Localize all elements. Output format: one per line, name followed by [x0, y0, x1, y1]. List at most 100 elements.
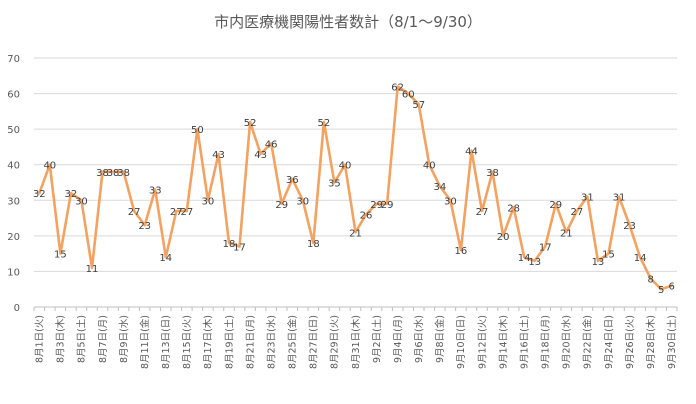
- data-label: 23: [138, 221, 151, 232]
- data-label: 46: [265, 139, 278, 150]
- data-label: 13: [528, 257, 541, 268]
- data-label: 11: [86, 264, 99, 275]
- data-label: 18: [223, 239, 236, 250]
- data-label: 17: [233, 243, 246, 254]
- data-label: 13: [592, 257, 605, 268]
- x-tick-label: 8月9日(水): [118, 315, 130, 363]
- y-tick-label: 30: [7, 196, 20, 207]
- data-label: 52: [318, 118, 331, 129]
- data-label: 33: [149, 186, 162, 197]
- data-label: 21: [560, 228, 573, 239]
- data-label: 52: [244, 118, 257, 129]
- y-tick-label: 50: [7, 125, 20, 136]
- data-label: 38: [107, 168, 120, 179]
- x-tick-label: 8月29日(火): [330, 315, 341, 369]
- x-tick-label: 8月13日(日): [161, 315, 172, 369]
- x-tick-label: 8月31日(木): [350, 315, 362, 369]
- data-label: 17: [539, 243, 552, 254]
- x-tick-label: 9月28日(木): [645, 315, 657, 369]
- x-tick-label: 8月23日(水): [265, 315, 277, 369]
- y-axis-ticks: 0 10 20 30 40 50 60 70: [7, 54, 20, 314]
- data-label: 16: [455, 246, 468, 257]
- x-tick-label: 9月22日(金): [582, 315, 594, 369]
- x-tick-label: 8月11日(金): [139, 315, 151, 369]
- data-label: 43: [254, 150, 267, 161]
- y-tick-label: 20: [7, 232, 20, 243]
- x-tick-label: 8月3日(木): [55, 315, 67, 363]
- x-tick-label: 8月19日(土): [223, 315, 235, 369]
- x-tick-label: 9月2日(土): [371, 315, 383, 363]
- x-tick-label: 8月5日(土): [76, 315, 88, 363]
- x-tick-label: 8月27日(日): [309, 315, 320, 369]
- x-tick-label: 8月17日(木): [202, 315, 214, 369]
- data-label: 50: [191, 125, 204, 136]
- data-label: 31: [613, 193, 626, 204]
- data-label: 27: [570, 207, 583, 218]
- series-line: [37, 85, 674, 291]
- x-tick-label: 9月12日(火): [477, 315, 488, 369]
- data-label: 36: [286, 175, 299, 186]
- x-tick-label: 9月30日(土): [666, 315, 678, 369]
- x-tick-label: 9月26日(火): [625, 315, 636, 369]
- data-label: 40: [43, 161, 56, 172]
- data-labels: 3240153230113838382723331427275030431817…: [33, 82, 675, 296]
- data-label: 21: [349, 228, 362, 239]
- x-tick-label: 9月4日(月): [393, 315, 404, 363]
- x-tick-label: 9月16日(土): [518, 315, 530, 369]
- data-label: 28: [507, 203, 520, 214]
- data-label: 57: [412, 100, 425, 111]
- data-label: 26: [360, 211, 373, 222]
- data-label: 35: [328, 179, 341, 190]
- data-label: 38: [96, 168, 109, 179]
- data-label: 30: [75, 196, 88, 207]
- data-label: 27: [476, 207, 489, 218]
- data-label: 60: [402, 90, 415, 101]
- data-label: 31: [581, 193, 594, 204]
- y-tick-label: 0: [14, 303, 20, 314]
- x-tick-label: 9月10日(日): [456, 315, 467, 369]
- data-label: 43: [212, 150, 225, 161]
- x-tick-label: 8月1日(火): [35, 315, 46, 363]
- data-label: 14: [518, 253, 531, 264]
- data-label: 18: [307, 239, 320, 250]
- data-label: 5: [658, 285, 664, 296]
- x-tick-label: 9月20日(水): [561, 315, 573, 369]
- data-label: 32: [33, 189, 46, 200]
- x-tick-label: 9月8日(金): [434, 315, 446, 363]
- y-tick-label: 60: [7, 90, 20, 101]
- data-label: 23: [623, 221, 636, 232]
- data-label: 34: [433, 182, 446, 193]
- data-label: 29: [275, 200, 288, 211]
- data-label: 8: [647, 275, 653, 286]
- x-tick-label: 8月25日(金): [287, 315, 299, 369]
- data-label: 29: [370, 200, 383, 211]
- data-label: 40: [423, 161, 436, 172]
- data-label: 20: [497, 232, 510, 243]
- data-label: 38: [117, 168, 130, 179]
- data-label: 14: [159, 253, 172, 264]
- x-tick-label: 9月14日(木): [497, 315, 509, 369]
- data-label: 29: [549, 200, 562, 211]
- x-tick-label: 9月24日(日): [604, 315, 615, 369]
- y-tick-label: 40: [7, 161, 20, 172]
- data-label: 30: [296, 196, 309, 207]
- y-tick-label: 10: [7, 267, 20, 278]
- data-label: 32: [65, 189, 78, 200]
- gridlines: [33, 57, 678, 311]
- y-tick-label: 70: [7, 54, 20, 65]
- x-axis-ticks: 8月1日(火) 8月3日(木) 8月5日(土) 8月7日(月) 8月9日(水) 8月11日…: [35, 315, 678, 369]
- x-tick-label: 9月18日(月): [541, 315, 552, 369]
- x-tick-label: 8月15日(火): [182, 315, 193, 369]
- data-label: 29: [381, 200, 394, 211]
- data-label: 27: [128, 207, 141, 218]
- data-label: 14: [634, 253, 647, 264]
- data-label: 38: [486, 168, 499, 179]
- data-label: 44: [465, 146, 478, 157]
- data-label: 6: [669, 282, 675, 293]
- x-tick-label: 9月6日(水): [413, 315, 425, 363]
- data-label: 27: [170, 207, 183, 218]
- data-label: 30: [202, 196, 215, 207]
- data-label: 62: [391, 82, 404, 93]
- data-label: 15: [602, 250, 615, 261]
